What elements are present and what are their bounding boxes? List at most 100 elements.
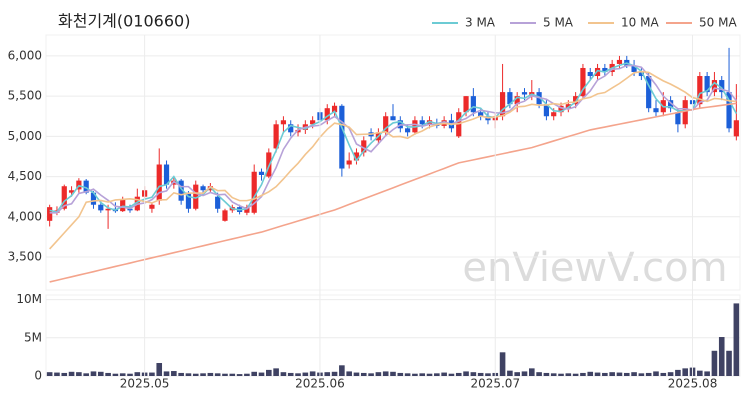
candle-body <box>726 92 732 129</box>
price-panel <box>45 34 741 291</box>
candle-body <box>222 210 228 221</box>
volume-bar <box>266 369 272 376</box>
volume-bar <box>616 372 623 376</box>
candle-body <box>668 100 674 109</box>
candle-body <box>251 171 257 213</box>
volume-bar <box>697 370 703 376</box>
y-tick-label: 4,000 <box>8 209 42 223</box>
watermark: enViewV.com <box>462 245 727 291</box>
candle-body <box>310 120 316 125</box>
x-tick-label: 2025.05 <box>120 377 170 391</box>
volume-bar <box>119 373 126 376</box>
candle-body <box>47 207 53 221</box>
volume-bar <box>499 352 506 376</box>
volume-bar <box>543 372 550 376</box>
volume-bar <box>455 372 462 376</box>
volume-bar <box>236 374 243 376</box>
y-tick-label: 0 <box>34 369 42 383</box>
candle-body <box>353 152 360 161</box>
volume-bar <box>156 363 163 376</box>
candle-body <box>331 105 338 113</box>
candle-body <box>558 105 564 113</box>
volume-bar <box>97 371 104 376</box>
candle-body <box>711 80 718 93</box>
volume-bar <box>711 350 718 376</box>
volume-bar <box>258 372 265 376</box>
candle-body <box>280 120 287 125</box>
volume-bar <box>229 373 236 376</box>
candle-body <box>580 67 586 97</box>
volume-bar <box>244 373 250 376</box>
candle-body <box>207 186 213 191</box>
candle-body <box>127 208 133 211</box>
chart-title: 화천기계(010660) <box>58 12 190 31</box>
volume-bar <box>134 372 141 376</box>
volume-bar <box>309 371 316 376</box>
candle-body <box>419 120 425 125</box>
candle-body <box>521 92 528 95</box>
volume-bar <box>251 371 257 376</box>
volume-bar <box>529 368 535 376</box>
candle-body <box>616 59 623 64</box>
volume-bar <box>346 371 352 376</box>
volume-bar <box>675 369 681 376</box>
y-tick-label: 5,000 <box>8 129 42 143</box>
candle-body <box>543 104 550 117</box>
candle-body <box>295 129 301 133</box>
ma-line <box>49 102 737 283</box>
candle-body <box>178 180 184 201</box>
volume-bar <box>434 373 440 376</box>
volume-bar <box>507 370 513 376</box>
volume-bar <box>273 368 279 376</box>
volume-bar <box>390 371 396 376</box>
x-tick-label: 2025.07 <box>470 377 520 391</box>
volume-bar <box>558 373 564 376</box>
candle-body <box>383 116 389 133</box>
volume-bar <box>580 372 586 376</box>
y-tick-label: 4,500 <box>8 169 42 183</box>
candle-body <box>163 164 170 185</box>
y-tick-label: 3,500 <box>8 250 42 264</box>
candle-body <box>200 186 206 191</box>
candle-body <box>90 192 97 205</box>
candle-body <box>215 196 221 209</box>
candle-body <box>470 96 476 113</box>
x-tick-label: 2025.08 <box>668 377 718 391</box>
candle-body <box>361 140 367 153</box>
volume-panel <box>45 294 741 377</box>
volume-bar <box>105 372 111 376</box>
volume-bar <box>587 371 594 376</box>
candle-body <box>120 199 126 212</box>
volume-bar <box>163 371 170 376</box>
volume-bar <box>178 372 184 376</box>
candle-body <box>273 124 279 149</box>
candle-body <box>244 207 250 213</box>
volume-bar <box>718 337 725 376</box>
volume-bar <box>127 373 133 376</box>
candle-body <box>631 65 637 73</box>
volume-bar <box>470 372 477 376</box>
volume-bar <box>54 372 60 376</box>
volume-bar <box>521 371 528 376</box>
volume-bar <box>375 372 382 376</box>
y-tick-label: 6,000 <box>8 48 42 62</box>
volume-bar <box>426 373 433 376</box>
volume-bar <box>207 372 214 376</box>
volume-bar <box>609 372 615 376</box>
volume-bar <box>112 373 119 376</box>
volume-bar <box>419 373 426 376</box>
legend-label: 50 MA <box>699 16 737 30</box>
candle-body <box>594 67 601 77</box>
volume-bar <box>287 372 294 376</box>
candle-body <box>587 72 593 77</box>
candle-body <box>149 204 155 209</box>
volume-bar <box>485 373 491 376</box>
candle-body <box>551 112 557 117</box>
volume-bar <box>638 373 645 376</box>
candle-body <box>193 184 199 209</box>
candle-body <box>61 186 67 209</box>
volume-bar <box>631 372 637 376</box>
volume-bar <box>331 371 338 376</box>
candle-body <box>704 76 710 93</box>
